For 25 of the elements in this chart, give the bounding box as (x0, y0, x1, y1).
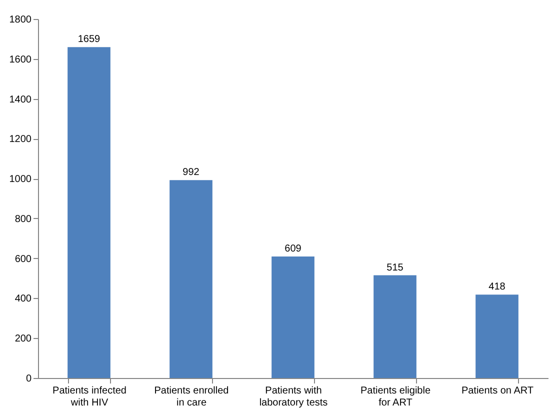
x-tick-label: Patients on ART (461, 386, 534, 396)
y-tick-label: 0 (26, 374, 32, 384)
data-label: 1659 (78, 34, 101, 46)
bar (272, 256, 314, 378)
x-tick-label: Patients enrolled in care (154, 386, 229, 408)
y-tick-label: 800 (14, 214, 32, 225)
y-tick-label: 1800 (9, 14, 32, 26)
data-label: 418 (488, 282, 506, 293)
data-label: 609 (284, 244, 302, 255)
y-tick-label: 1400 (9, 94, 32, 106)
y-tick-label: 1200 (9, 134, 32, 146)
y-tick-label: 1600 (9, 54, 32, 66)
data-label: 515 (386, 262, 404, 274)
data-label: 992 (182, 167, 200, 178)
y-tick-label: 200 (14, 334, 32, 345)
bar (68, 47, 110, 378)
y-tick-label: 600 (14, 254, 32, 265)
bar (170, 180, 212, 378)
y-tick-label: 400 (14, 294, 32, 305)
bar (476, 294, 518, 378)
x-tick-label: Patients with laboratory tests (259, 386, 328, 408)
x-tick-label: Patients eligible for ART (360, 386, 431, 408)
y-tick-label: 1000 (9, 174, 32, 186)
x-tick-label: Patients infected with HIV (52, 386, 126, 408)
bar (374, 275, 416, 378)
